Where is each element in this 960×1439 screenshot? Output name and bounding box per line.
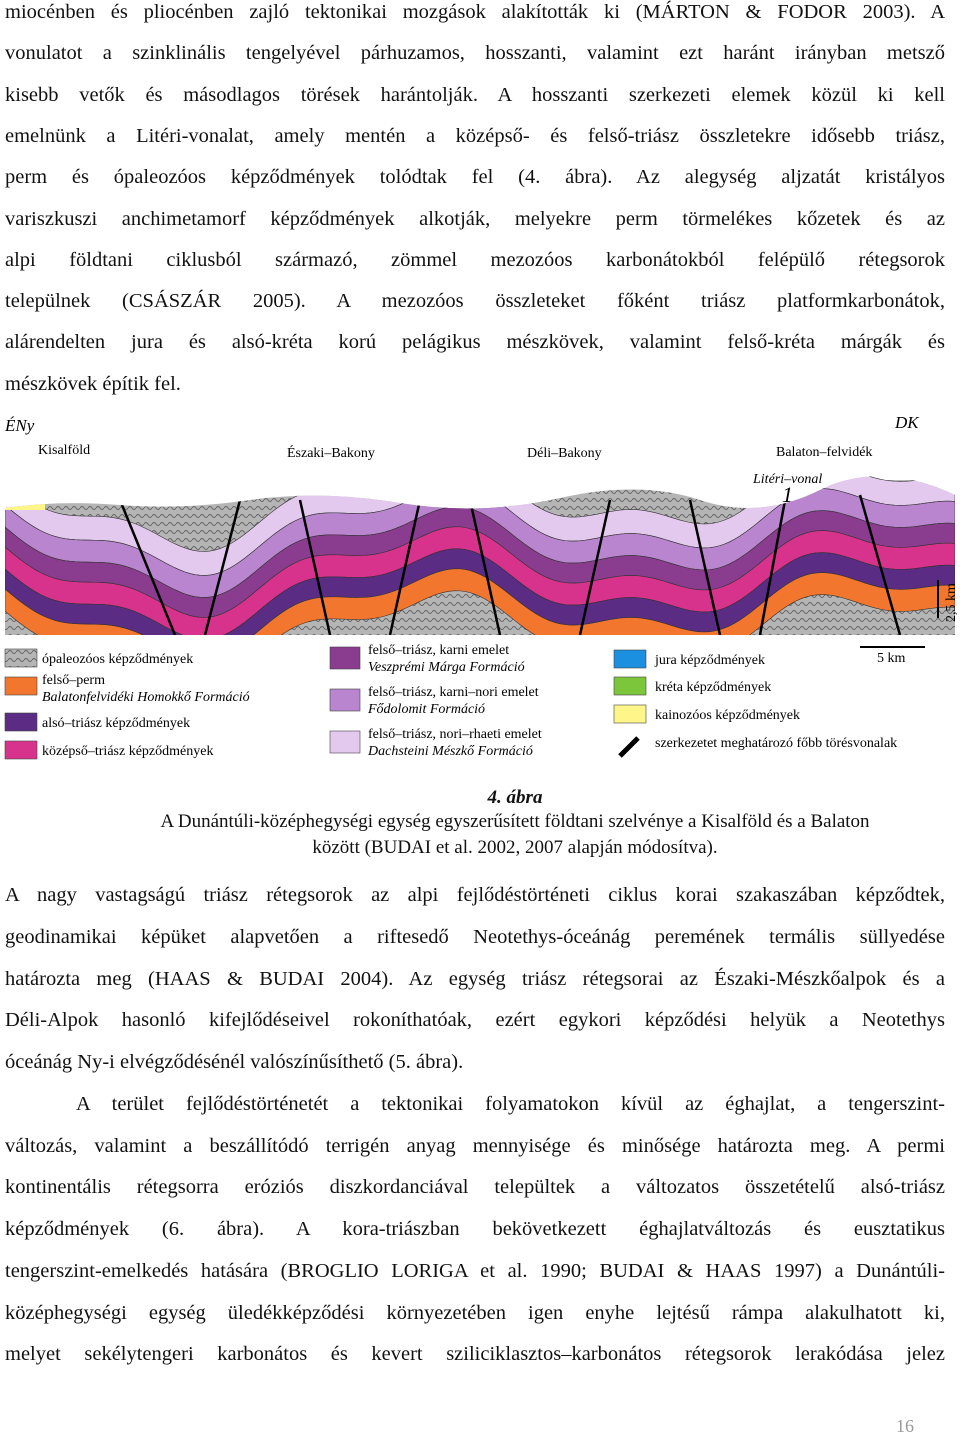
direction: DK (894, 413, 920, 432)
text-line: települnek (CSÁSZÁR 2005). A mezozóos ös… (5, 290, 945, 313)
text-line: alpi földtani ciklusból származó, zömmel… (5, 248, 945, 271)
fault-line (578, 499, 612, 635)
text-line: változás, valamint a beszállítódó terrig… (5, 1134, 945, 1157)
text-line: kisebb vetők és másodlagos törések harán… (5, 83, 945, 106)
text-line: emelnünk a Litéri-vonalat, amely mentén … (5, 124, 945, 147)
caption-label: 4. ábra (487, 787, 543, 808)
direction: ÉNy (4, 416, 35, 435)
text-line: perm és ópaleozóos képződmények tolódtak… (5, 166, 945, 189)
legend-formation: Fődolomit Formáció (367, 702, 485, 717)
text-line: A nagy vastagságú triász rétegsorok az a… (5, 884, 945, 906)
legend-label: jura képződmények (654, 653, 765, 668)
fault-line (758, 494, 788, 635)
fault-number: 1 (782, 482, 793, 507)
page-number: 16 (896, 1416, 914, 1436)
legend-swatch (613, 704, 647, 724)
legend: ópaleozóos képződmények felső–perm Balaton… (4, 643, 897, 760)
text-line: miocénben és pliocénben zajló tektonikai… (5, 1, 945, 23)
region-label: Déli–Bakony (527, 446, 602, 461)
legend-label: kréta képződmények (655, 680, 771, 695)
legend-label: szerkezetet meghatározó főbb törésvonala… (655, 736, 897, 751)
legend-swatch (4, 676, 38, 696)
region-label: Balaton–felvidék (776, 445, 872, 460)
text-line: középhegységi egység üledékképződési kör… (5, 1301, 945, 1324)
legend-label: felső–triász, nori–rhaeti emelet (368, 727, 542, 742)
text-line: Déli-Alpok hasonló kifejlődéseivel rokon… (5, 1009, 945, 1032)
fault-line (468, 499, 502, 635)
legend-label: középső–triász képződmények (42, 744, 213, 759)
text-line: A terület fejlődéstörténetét a tektonika… (76, 1093, 945, 1115)
text-line: alárendelten jura és alsó-kréta korú pel… (5, 331, 945, 354)
fault-label: Litéri–vonal (752, 472, 822, 487)
legend-label: felső–perm (42, 673, 105, 688)
fault-line (298, 499, 332, 635)
legend-swatch (613, 676, 647, 696)
text-line: határozta meg (HAAS & BUDAI 2004). Az eg… (5, 967, 945, 990)
text-line: kontinentális rétegsorra eróziós diszkor… (5, 1176, 945, 1199)
fault-line (388, 499, 422, 635)
rock-layer (5, 568, 955, 635)
text-line: tengerszint-emelkedés hatására (BROGLIO … (5, 1259, 945, 1282)
legend-label: kainozóos képződmények (655, 708, 800, 723)
caption-line: között (BUDAI et al. 2002, 2007 alapján … (312, 837, 718, 858)
figure: ÉNy DK Kisalföld Északi–Bakony Déli–Bako… (4, 413, 959, 760)
legend-label: alsó–triász képződmények (42, 716, 190, 731)
legend-swatch (4, 740, 38, 760)
legend-label: felső–triász, karni emelet (368, 643, 509, 658)
fault-line (688, 499, 722, 635)
region-label: Északi–Bakony (287, 444, 375, 461)
legend-formation: Balatonfelvidéki Homokkő Formáció (42, 690, 250, 705)
legend-swatch (4, 648, 38, 668)
text-line: melyet sekélytengeri karbonátos és kever… (5, 1343, 945, 1366)
caption-line: A Dunántúli-középhegységi egység egyszer… (160, 811, 870, 832)
region-label: Kisalföld (38, 443, 90, 458)
text-line: vonulatot a szinklinális tengelyével pár… (5, 42, 945, 65)
scale-label: 2,5 km (944, 583, 959, 622)
legend-formation: Veszprémi Márga Formáció (368, 660, 525, 675)
legend-swatch (613, 649, 647, 669)
legend-symbol (618, 736, 640, 758)
legend-swatch (329, 730, 361, 754)
scale-label: 5 km (877, 651, 906, 666)
legend-swatch (329, 688, 361, 712)
fault-line (203, 499, 242, 635)
legend-swatch (4, 712, 38, 732)
legend-formation: Dachsteini Mészkő Formáció (367, 744, 533, 759)
text-line: óceánág Ny-i elvégződésénél valószínűsít… (5, 1051, 464, 1074)
legend-label: ópaleozóos képződmények (42, 652, 193, 667)
cover (5, 480, 45, 510)
legend-swatch (329, 646, 361, 670)
text-line: képződmények (6. ábra). A kora-triászban… (5, 1218, 945, 1241)
legend-label: felső–triász, karni–nori emelet (368, 685, 539, 700)
fault-line (858, 494, 902, 635)
text-line: mészkövek építik fel. (5, 372, 181, 395)
text-line: variszkuszi anchimetamorf képződmények a… (5, 207, 945, 230)
text-line: geodinamikai képüket alapvetően a riftes… (5, 925, 945, 948)
fault-line (118, 499, 177, 635)
